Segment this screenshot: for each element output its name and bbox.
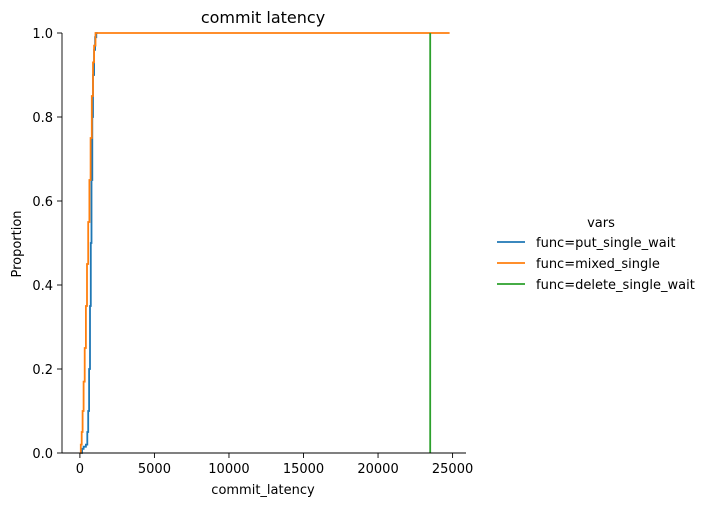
chart-title: commit latency bbox=[201, 8, 325, 27]
y-tick-label: 0.0 bbox=[32, 447, 53, 462]
x-tick-label: 25000 bbox=[432, 462, 473, 477]
y-tick-label: 0.2 bbox=[32, 363, 53, 378]
x-tick-label: 10000 bbox=[208, 462, 249, 477]
y-tick-label: 0.8 bbox=[32, 111, 53, 126]
legend-title: vars bbox=[587, 216, 615, 231]
x-tick-label: 0 bbox=[76, 462, 84, 477]
legend: vars func=put_single_wait func=mixed_sing… bbox=[497, 216, 695, 293]
series-line-1 bbox=[79, 32, 450, 454]
x-axis-label: commit_latency bbox=[211, 483, 315, 498]
plot-area bbox=[79, 32, 450, 454]
y-axis: 0.0 0.2 0.4 0.6 0.8 1.0 bbox=[32, 27, 63, 462]
y-tick-label: 0.6 bbox=[32, 195, 53, 210]
x-tick-label: 5000 bbox=[138, 462, 171, 477]
legend-entry-label: func=mixed_single bbox=[536, 257, 660, 272]
x-axis: 0 5000 10000 15000 20000 25000 bbox=[62, 452, 473, 477]
y-tick-label: 1.0 bbox=[32, 27, 53, 42]
x-tick-label: 20000 bbox=[357, 462, 398, 477]
legend-entry-label: func=put_single_wait bbox=[536, 236, 675, 251]
y-axis-label: Proportion bbox=[10, 210, 25, 277]
legend-entry-label: func=delete_single_wait bbox=[536, 278, 695, 293]
y-tick-label: 0.4 bbox=[32, 279, 53, 294]
x-tick-label: 15000 bbox=[283, 462, 324, 477]
